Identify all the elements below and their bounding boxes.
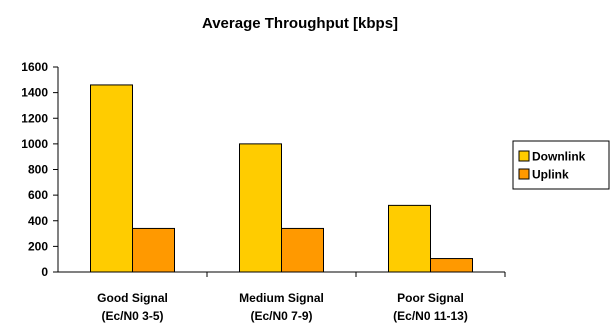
- x-category-label: (Ec/N0 3-5): [101, 309, 163, 323]
- bar-downlink-1: [239, 143, 282, 273]
- bar-group: [90, 84, 473, 273]
- y-tick-label: 1000: [21, 137, 48, 151]
- y-tick-label: 1200: [21, 111, 48, 125]
- legend-swatch-downlink: [518, 150, 530, 162]
- chart-title: Average Throughput [kbps]: [202, 15, 398, 32]
- legend-label-downlink: Downlink: [532, 150, 586, 164]
- y-tick-label: 400: [28, 214, 48, 228]
- x-category-label: (Ec/N0 11-13): [393, 309, 468, 323]
- plot-area: 0 200 400 600 800 1000 1200 1400 1600: [21, 60, 506, 279]
- bar-downlink-2: [388, 204, 431, 273]
- legend-swatch-uplink: [518, 168, 530, 180]
- category-labels: Good Signal (Ec/N0 3-5) Medium Signal (Ec/N…: [97, 291, 468, 323]
- x-category-label: (Ec/N0 7-9): [250, 309, 312, 323]
- y-tick-label: 800: [28, 163, 48, 177]
- y-tick-label: 1400: [21, 86, 48, 100]
- y-tick-label: 1600: [21, 60, 48, 74]
- bar-uplink-2: [430, 258, 473, 273]
- legend-box: [512, 140, 610, 190]
- y-tick-label: 0: [41, 265, 48, 279]
- y-tick-label: 200: [28, 239, 48, 253]
- x-category-label: Medium Signal: [239, 291, 324, 305]
- bar-uplink-1: [281, 227, 324, 273]
- legend: Downlink Uplink: [512, 140, 610, 190]
- x-category-label: Good Signal: [97, 291, 168, 305]
- legend-label-uplink: Uplink: [532, 168, 569, 182]
- bar-downlink-0: [90, 84, 133, 273]
- bar-uplink-0: [132, 227, 175, 273]
- y-tick-label: 600: [28, 188, 48, 202]
- x-category-label: Poor Signal: [397, 291, 464, 305]
